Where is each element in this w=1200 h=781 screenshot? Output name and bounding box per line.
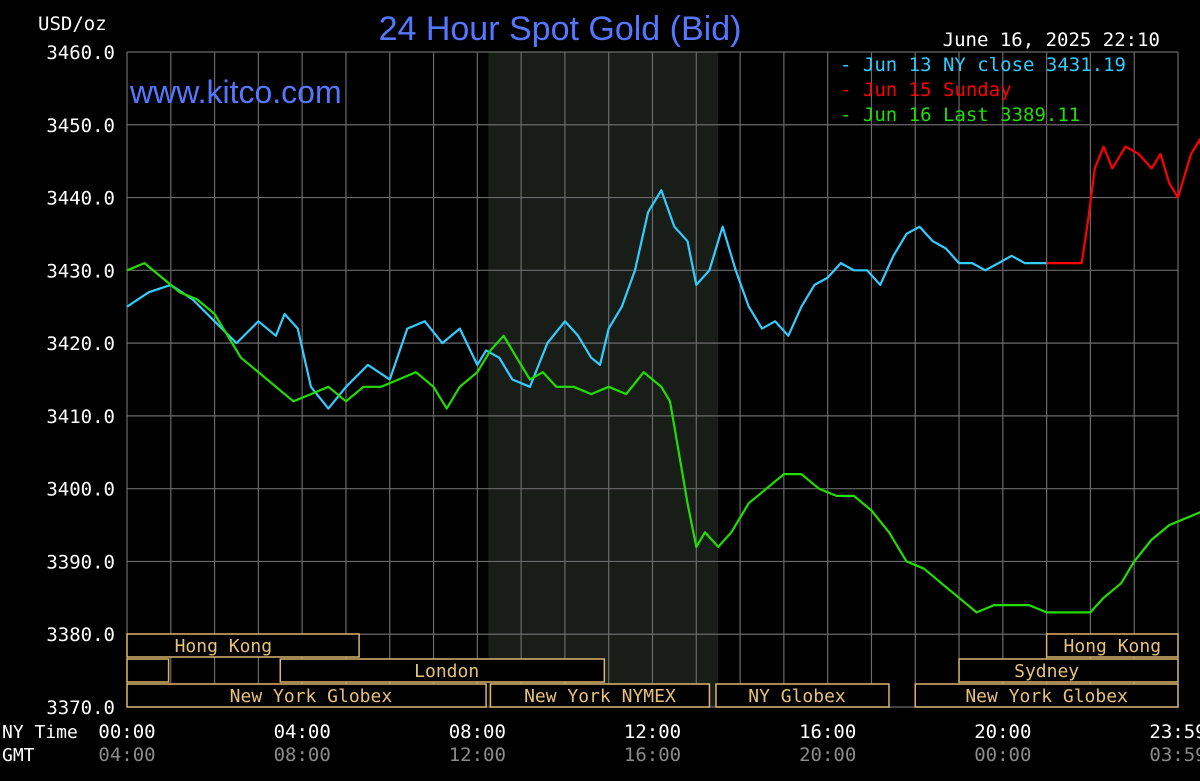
series-line-2 [126,262,1200,614]
session-label: London [414,661,479,682]
x-row-label-gmt: GMT [2,745,35,766]
x-tick-label-ny: 08:00 [449,721,506,743]
session-label: New York Globex [230,686,393,707]
axes: 3460.0 3450.0 3440.0 3430.0 3420.0 3410.0 3400… [2,42,1200,766]
session-box [126,633,360,658]
session-box [279,658,606,683]
session-box [914,683,1179,708]
market-sessions: Hong Kong London New York Globex New York N… [126,633,1179,708]
session-box [715,683,890,708]
x-tick-label-gmt: 04:00 [98,744,155,766]
session-box [489,683,711,708]
y-tick-label: 3450.0 [46,115,115,137]
legend-item-0: - Jun 13 NY close 3431.19 [840,54,1126,76]
y-tick-label: 3390.0 [46,551,115,573]
y-tick-label: 3380.0 [46,624,115,646]
x-row-label-ny: NY Time [2,722,78,743]
session-box [126,658,170,683]
x-tick-label-gmt: 12:00 [449,744,506,766]
session-label: New York Globex [965,686,1128,707]
x-tick-label-ny: 23:59 [1149,721,1200,743]
unit-label: USD/oz [38,13,107,35]
x-tick-label-gmt: 08:00 [274,744,331,766]
session-box [958,658,1179,683]
timestamp: June 16, 2025 22:10 [943,29,1160,51]
legend-item-1: - Jun 15 Sunday [840,79,1012,101]
x-tick-label-gmt: 03:59 [1149,744,1200,766]
y-tick-label: 3430.0 [46,260,115,282]
x-tick-label-gmt: 20:00 [799,744,856,766]
y-tick-label: 3370.0 [46,697,115,719]
series-line-0 [126,189,1047,410]
session-label: Sydney [1014,661,1079,682]
x-tick-label-ny: 00:00 [98,721,155,743]
session-box [126,683,487,708]
legend-item-2: - Jun 16 Last 3389.11 [840,104,1080,126]
x-tick-label-gmt: 00:00 [974,744,1031,766]
y-tick-label: 3400.0 [46,479,115,501]
x-tick-label-ny: 16:00 [799,721,856,743]
y-tick-label: 3460.0 [46,42,115,64]
x-tick-label-ny: 04:00 [274,721,331,743]
session-label: Hong Kong [1064,636,1162,657]
y-tick-label: 3440.0 [46,188,115,210]
series-lines [126,138,1200,614]
x-tick-label-gmt: 16:00 [624,744,681,766]
y-tick-label: 3420.0 [46,333,115,355]
x-tick-label-ny: 20:00 [974,721,1031,743]
chart-title: 24 Hour Spot Gold (Bid) [379,10,742,48]
session-box [1045,633,1179,658]
session-label: NY Globex [748,686,846,707]
session-label: New York NYMEX [524,686,676,707]
series-line-1 [1046,138,1200,265]
session-label: Hong Kong [175,636,273,657]
x-tick-label-ny: 12:00 [624,721,681,743]
nymex-shaded-region [488,52,719,707]
legend: - Jun 13 NY close 3431.19 - Jun 15 Sunday… [840,54,1126,126]
shaded-session-area [488,52,719,707]
y-tick-label: 3410.0 [46,406,115,428]
watermark: www.kitco.com [129,74,342,110]
